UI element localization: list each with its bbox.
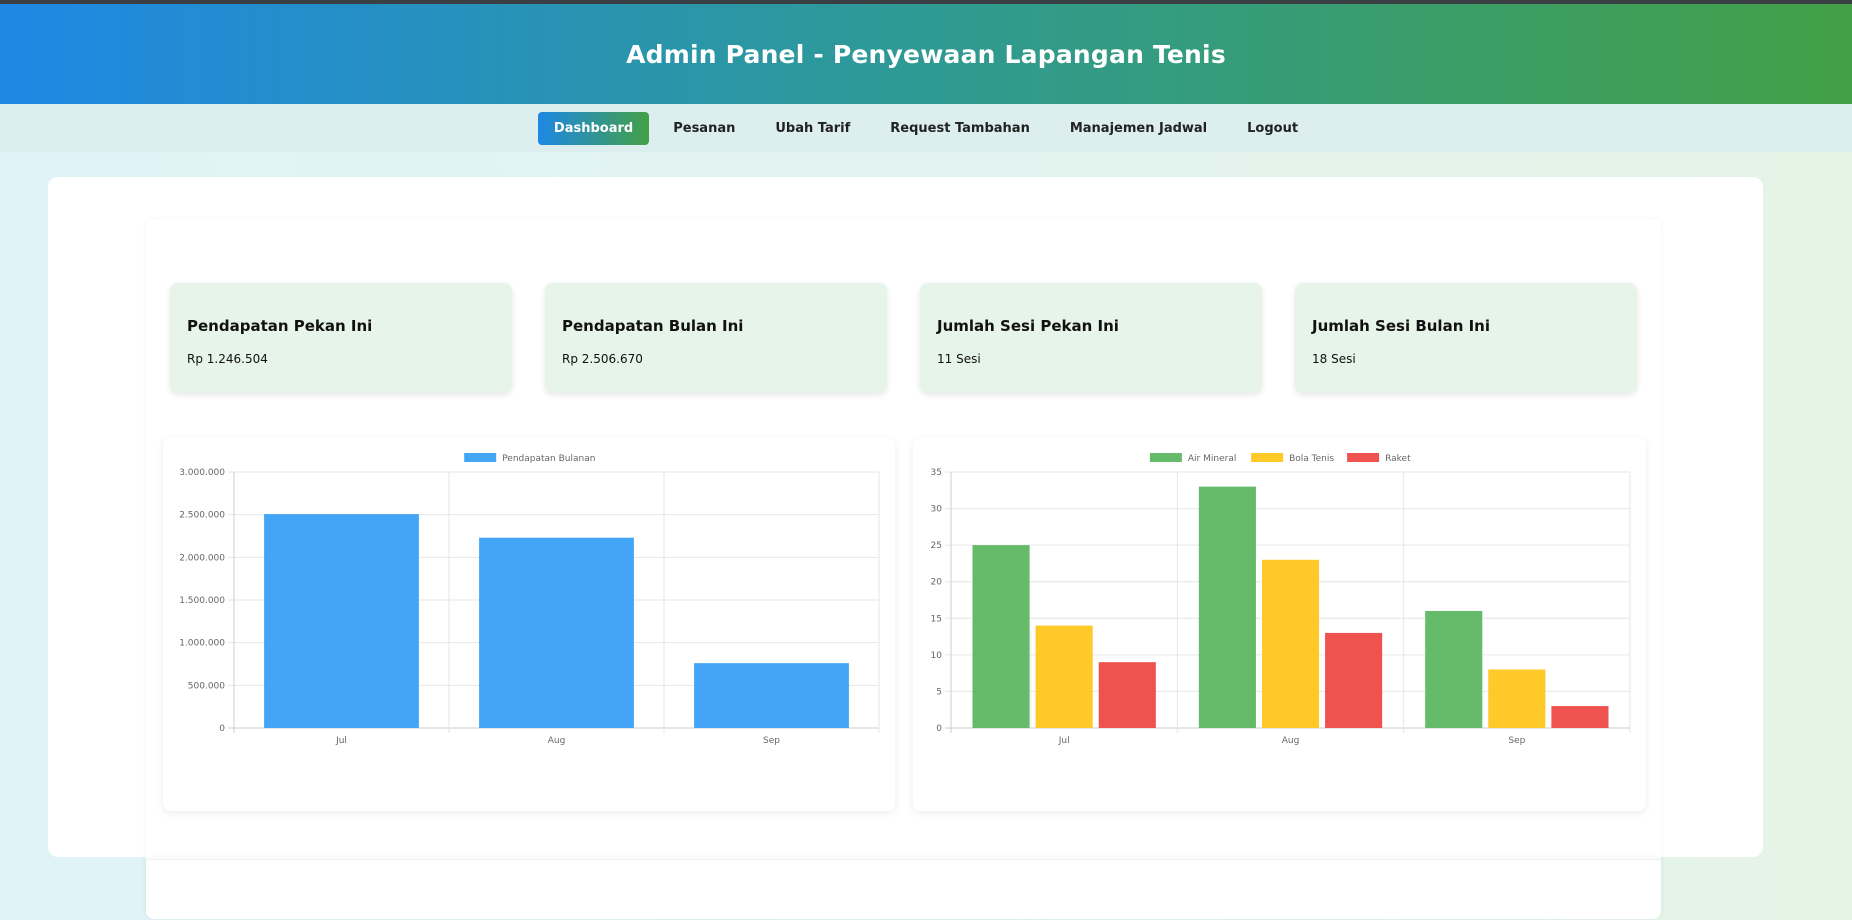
revenue-chart: 0 500.000 1.000.000 1.500.000 2.000.000 2.500…	[179, 453, 880, 746]
y-tick-label: 30	[931, 505, 943, 515]
y-tick-label: 15	[931, 614, 942, 624]
header-banner: Admin Panel - Penyewaan Lapangan Tenis	[0, 4, 1852, 104]
y-tick-label: 20	[931, 578, 943, 588]
x-tick-label: Sep	[1508, 736, 1525, 746]
nav-bar: Dashboard Pesanan Ubah Tarif Request Tam…	[0, 104, 1852, 152]
y-tick-label: 2.500.000	[179, 511, 225, 521]
legend-label: Air Mineral	[1188, 454, 1236, 464]
y-tick-label: 2.000.000	[179, 553, 225, 563]
card-title: Pendapatan Bulan Ini	[562, 317, 744, 335]
revenue-chart-card: 0 500.000 1.000.000 1.500.000 2.000.000 2.500…	[163, 437, 895, 811]
y-tick-label: 0	[219, 724, 225, 734]
bar-raket-sep	[1551, 706, 1609, 728]
x-tick-label: Jul	[1058, 736, 1070, 746]
legend-label: Bola Tenis	[1289, 454, 1334, 464]
legend-swatch	[1347, 453, 1380, 462]
nav-dashboard[interactable]: Dashboard	[537, 111, 650, 145]
items-chart: 0 5 10 15 20 25 30 35 Jul Aug Sep Air Mineral Bola T…	[931, 453, 1631, 746]
bar-bola-tenis-jul	[1035, 625, 1093, 728]
card-weekly-sessions: Jumlah Sesi Pekan Ini 11 Sesi	[920, 283, 1262, 393]
card-weekly-revenue: Pendapatan Pekan Ini Rp 1.246.504	[170, 283, 512, 393]
y-tick-label: 35	[931, 468, 942, 478]
x-tick-label: Sep	[763, 736, 780, 746]
card-value: Rp 1.246.504	[187, 352, 268, 366]
legend-label: Raket	[1385, 454, 1411, 464]
bar-bola-tenis-sep	[1488, 669, 1546, 728]
x-tick-label: Aug	[1282, 736, 1300, 746]
card-monthly-sessions: Jumlah Sesi Bulan Ini 18 Sesi	[1295, 283, 1637, 393]
bar-air-mineral-sep	[1425, 610, 1483, 728]
bar-raket-aug	[1325, 632, 1383, 728]
bottom-section	[146, 859, 1661, 920]
nav-logout[interactable]: Logout	[1247, 120, 1299, 136]
y-tick-label: 10	[931, 651, 943, 661]
legend-swatch	[464, 453, 497, 462]
x-tick-label: Jul	[335, 736, 347, 746]
nav-pesanan[interactable]: Pesanan	[673, 120, 736, 136]
bar-air-mineral-aug	[1198, 486, 1256, 728]
card-value: 11 Sesi	[937, 352, 981, 366]
card-title: Pendapatan Pekan Ini	[187, 317, 373, 335]
nav-request-tambahan[interactable]: Request Tambahan	[890, 120, 1030, 136]
y-tick-label: 1.500.000	[179, 596, 225, 606]
x-tick-label: Aug	[548, 736, 566, 746]
card-title: Jumlah Sesi Bulan Ini	[1312, 317, 1491, 335]
legend-swatch	[1251, 453, 1284, 462]
y-tick-label: 3.000.000	[179, 468, 225, 478]
card-monthly-revenue: Pendapatan Bulan Ini Rp 2.506.670	[545, 283, 887, 393]
y-tick-label: 25	[931, 541, 942, 551]
bar-pendapatan-bulanan-aug	[479, 537, 634, 728]
y-tick-label: 5	[936, 687, 942, 697]
y-tick-label: 500.000	[188, 681, 225, 691]
nav-ubah-tarif[interactable]: Ubah Tarif	[775, 120, 851, 136]
legend-label: Pendapatan Bulanan	[502, 454, 595, 464]
y-tick-label: 1.000.000	[179, 639, 225, 649]
bar-pendapatan-bulanan-sep	[694, 663, 849, 728]
items-chart-card: 0 5 10 15 20 25 30 35 Jul Aug Sep Air Mineral Bola T…	[913, 437, 1646, 811]
bar-air-mineral-jul	[972, 545, 1030, 728]
bar-pendapatan-bulanan-jul	[264, 514, 419, 728]
nav-manajemen-jadwal[interactable]: Manajemen Jadwal	[1069, 120, 1208, 136]
main-panel: Pendapatan Pekan Ini Rp 1.246.504 Pendap…	[48, 177, 1763, 919]
page-title: Admin Panel - Penyewaan Lapangan Tenis	[626, 39, 1226, 69]
bar-bola-tenis-aug	[1261, 559, 1320, 728]
card-value: Rp 2.506.670	[562, 352, 643, 366]
top-border	[0, 0, 1852, 4]
legend-swatch	[1149, 453, 1182, 462]
bar-raket-jul	[1098, 662, 1156, 728]
dashboard-container: Pendapatan Pekan Ini Rp 1.246.504 Pendap…	[146, 219, 1661, 919]
y-tick-label: 0	[936, 724, 942, 734]
card-title: Jumlah Sesi Pekan Ini	[937, 317, 1119, 335]
card-value: 18 Sesi	[1312, 352, 1356, 366]
